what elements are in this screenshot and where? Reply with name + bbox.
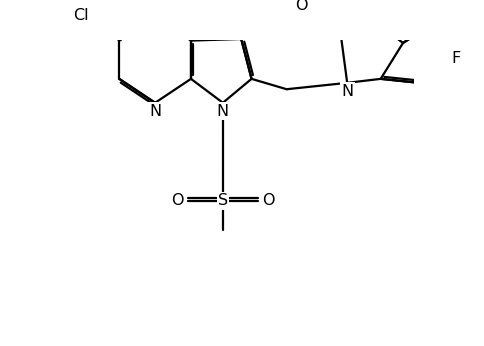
Text: O: O <box>171 193 183 208</box>
Text: F: F <box>451 52 460 66</box>
Text: N: N <box>340 84 352 99</box>
Text: O: O <box>294 0 306 13</box>
Text: N: N <box>149 103 161 119</box>
Text: O: O <box>262 193 274 208</box>
Text: N: N <box>216 103 228 119</box>
Text: Cl: Cl <box>73 8 89 22</box>
Text: S: S <box>217 193 227 208</box>
